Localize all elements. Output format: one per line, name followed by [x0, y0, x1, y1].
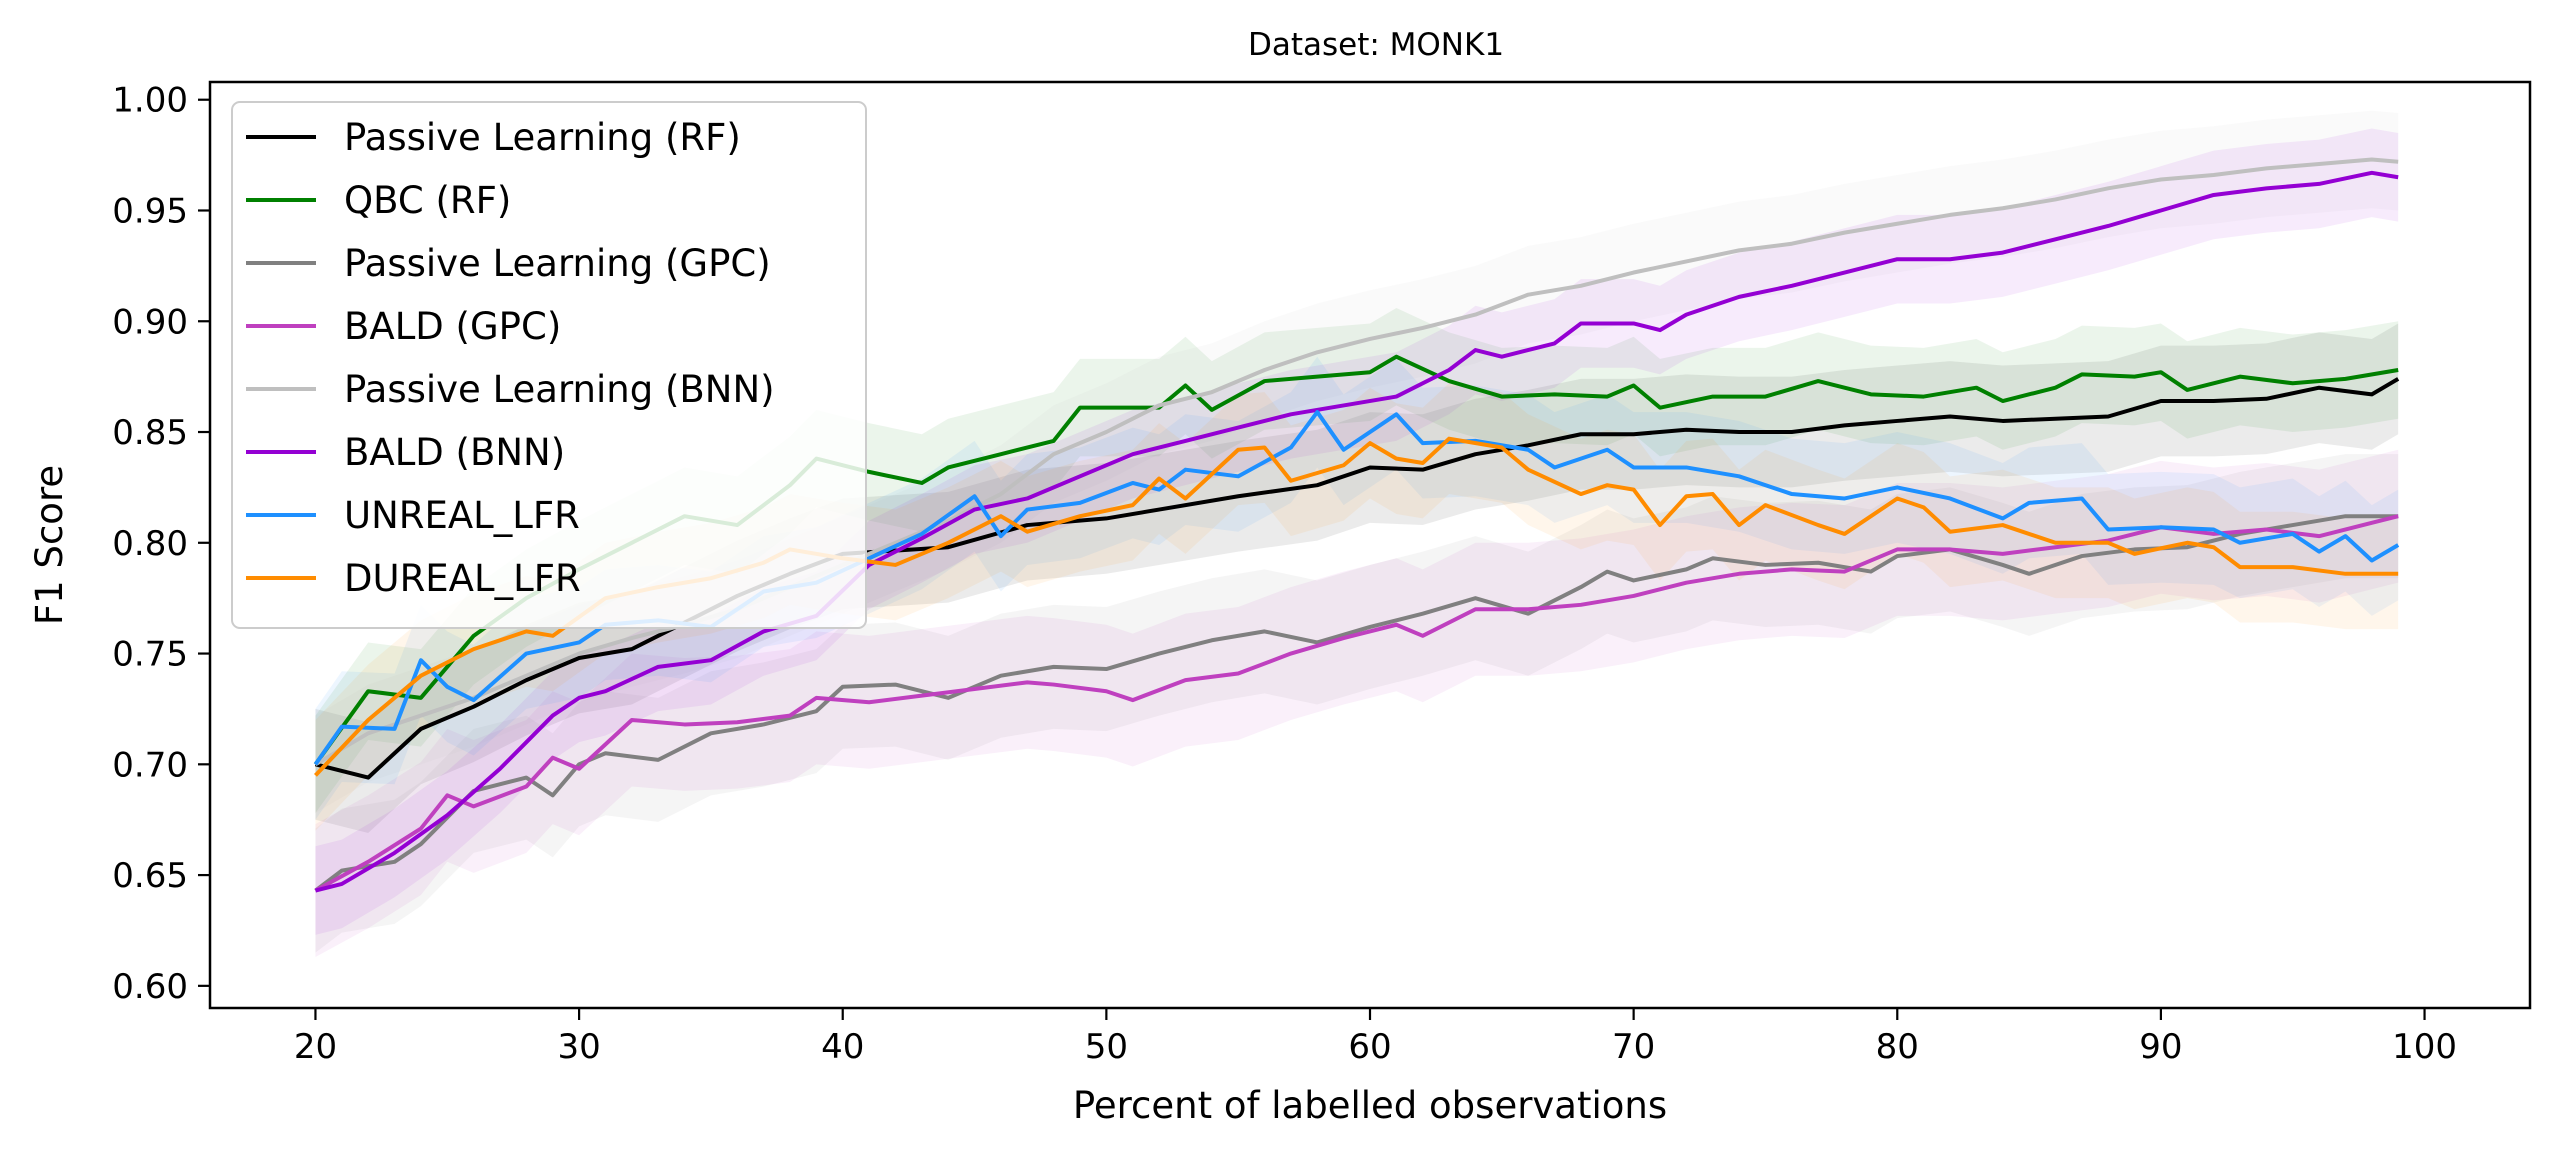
x-tick-label: 50 [1085, 1027, 1128, 1067]
x-tick-label: 60 [1348, 1027, 1391, 1067]
legend-label: BALD (GPC) [344, 305, 561, 348]
x-tick-label: 70 [1612, 1027, 1655, 1067]
band-5 [315, 128, 2399, 935]
y-tick-label: 0.80 [112, 524, 188, 564]
y-tick-label: 0.70 [112, 745, 188, 785]
band-0 [315, 323, 2399, 833]
series-line-5 [314, 170, 2399, 893]
band-7 [315, 383, 2399, 831]
x-axis-ticks: 20 30 40 50 60 70 80 90 100 [294, 1008, 2457, 1067]
legend-label: Passive Learning (BNN) [344, 368, 775, 411]
y-tick-label: 0.90 [112, 302, 188, 342]
legend-label: Passive Learning (GPC) [344, 242, 771, 285]
band-6 [315, 356, 2399, 820]
x-tick-label: 90 [2139, 1027, 2182, 1067]
legend: Passive Learning (RF) QBC (RF) Passive Lea… [231, 101, 867, 629]
series-line-0 [314, 377, 2400, 780]
y-tick-label: 0.85 [112, 413, 188, 453]
series-line-4 [314, 157, 2399, 767]
legend-label: UNREAL_LFR [344, 494, 580, 537]
band-2 [315, 454, 2399, 953]
legend-label: Passive Learning (RF) [344, 116, 741, 159]
band-3 [315, 449, 2399, 958]
y-tick-label: 1.00 [112, 81, 188, 121]
x-tick-label: 100 [2392, 1027, 2457, 1067]
x-tick-label: 30 [557, 1027, 600, 1067]
x-tick-label: 40 [821, 1027, 864, 1067]
legend-box [231, 101, 867, 629]
y-tick-label: 0.65 [112, 856, 188, 896]
series-line-3 [314, 514, 2399, 893]
y-tick-label: 0.95 [112, 191, 188, 231]
legend-label: DUREAL_LFR [344, 557, 581, 600]
x-tick-label: 80 [1876, 1027, 1919, 1067]
y-axis-title: F1 Score [28, 465, 71, 625]
legend-label: QBC (RF) [344, 179, 511, 222]
x-axis-title: Percent of labelled observations [1073, 1084, 1667, 1127]
legend-label: BALD (BNN) [344, 431, 565, 474]
chart-title: Dataset: MONK1 [1248, 27, 1504, 63]
band-4 [315, 110, 2399, 814]
y-tick-label: 0.60 [112, 967, 188, 1007]
y-tick-label: 0.75 [112, 635, 188, 675]
y-axis-ticks: 0.60 0.65 0.70 0.75 0.80 0.85 0.90 0.95 1.00 [112, 81, 210, 1007]
x-tick-label: 20 [294, 1027, 337, 1067]
